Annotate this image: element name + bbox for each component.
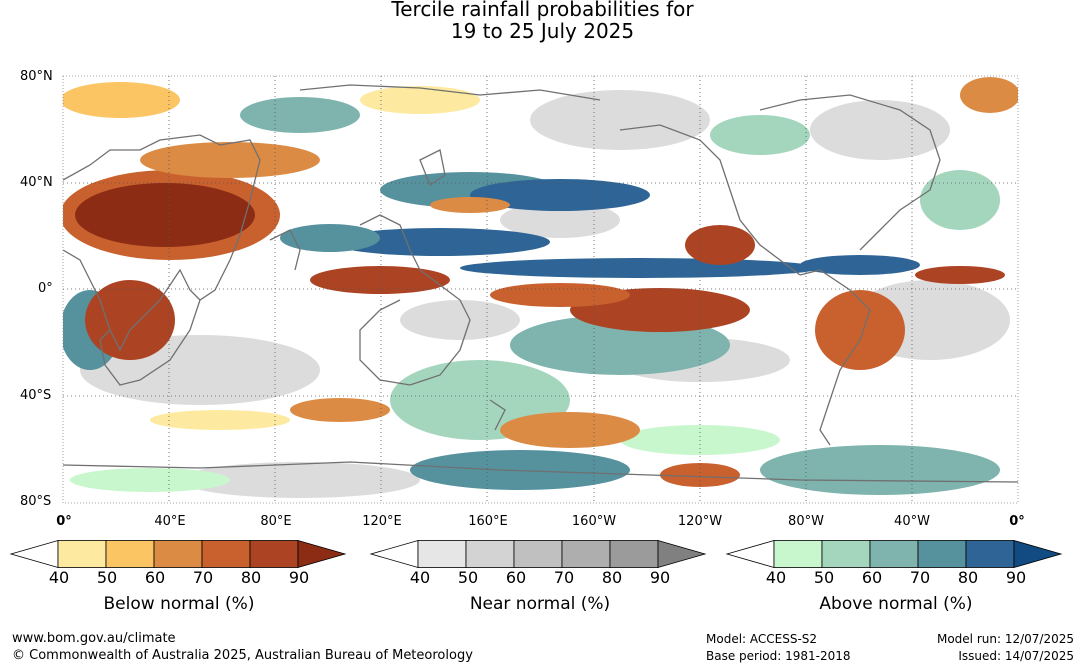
- lat-label-80n: 80°N: [20, 69, 53, 84]
- colorbar-title-below: Below normal (%): [103, 594, 255, 614]
- colorbar-arrow-low: [369, 539, 419, 569]
- map-frame: [62, 75, 1019, 504]
- coastlines: [63, 84, 1018, 483]
- below-tick-50: 50: [96, 568, 118, 587]
- lon-label-120w: 120°W: [677, 514, 723, 529]
- colorbar-swatch: [561, 540, 611, 568]
- model-run-text: Model run: 12/07/2025: [936, 632, 1074, 646]
- colorbar-swatch: [57, 540, 107, 568]
- colorbar-swatch: [153, 540, 203, 568]
- below-normal-areas: [63, 77, 1018, 487]
- lon-label-40w: 40°W: [894, 514, 930, 529]
- map-title-line2: 19 to 25 July 2025: [450, 19, 635, 43]
- lon-label-80w: 80°W: [788, 514, 824, 529]
- colorbar-swatch: [249, 540, 299, 568]
- colorbar-title-near: Near normal (%): [469, 594, 611, 614]
- below-tick-80: 80: [240, 568, 262, 587]
- lon-label-0: 0°: [56, 514, 72, 529]
- model-text: Model: ACCESS-S2: [706, 632, 818, 646]
- lat-label-40n: 40°N: [20, 175, 53, 190]
- lon-label-160e: 160°E: [468, 514, 508, 529]
- colorbar-arrow-high: [297, 539, 347, 569]
- above-tick-60: 60: [861, 568, 883, 587]
- base-period-text: Base period: 1981-2018: [706, 649, 851, 663]
- colorbar-swatch: [869, 540, 919, 568]
- colorbar-swatch: [773, 540, 823, 568]
- lat-label-40s: 40°S: [20, 388, 52, 403]
- colorbar-title-above: Above normal (%): [819, 594, 973, 614]
- above-tick-90: 90: [1005, 568, 1027, 587]
- below-tick-40: 40: [48, 568, 70, 587]
- colorbar-arrow-low: [725, 539, 775, 569]
- near-tick-40: 40: [409, 568, 431, 587]
- above-tick-40: 40: [765, 568, 787, 587]
- lon-label-160w: 160°W: [571, 514, 617, 529]
- colorbar-swatch: [465, 540, 515, 568]
- copyright-text: © Commonwealth of Australia 2025, Austra…: [12, 648, 473, 663]
- colorbar-swatch: [917, 540, 967, 568]
- below-tick-90: 90: [288, 568, 310, 587]
- near-tick-90: 90: [649, 568, 671, 587]
- colorbar-swatch: [105, 540, 155, 568]
- colorbar-near-normal: [369, 539, 707, 569]
- lat-label-80s: 80°S: [20, 494, 52, 509]
- colorbar-above-normal: [725, 539, 1063, 569]
- map-title-line1: Tercile rainfall probabilities for: [391, 0, 694, 21]
- near-tick-60: 60: [505, 568, 527, 587]
- below-tick-70: 70: [192, 568, 214, 587]
- above-tick-70: 70: [909, 568, 931, 587]
- near-tick-80: 80: [601, 568, 623, 587]
- below-tick-60: 60: [144, 568, 166, 587]
- above-tick-80: 80: [957, 568, 979, 587]
- issued-text: Issued: 14/07/2025: [958, 649, 1074, 663]
- colorbar-arrow-high: [657, 539, 707, 569]
- near-tick-70: 70: [553, 568, 575, 587]
- lon-label-0-east: 0°: [1009, 514, 1025, 529]
- lon-label-80e: 80°E: [260, 514, 292, 529]
- colorbar-below-normal: [9, 539, 347, 569]
- near-tick-50: 50: [457, 568, 479, 587]
- above-tick-50: 50: [813, 568, 835, 587]
- colorbar-arrow-low: [9, 539, 59, 569]
- colorbar-swatch: [965, 540, 1015, 568]
- lon-label-120e: 120°E: [362, 514, 402, 529]
- colorbar-swatch: [417, 540, 467, 568]
- website-text: www.bom.gov.au/climate: [12, 631, 176, 646]
- colorbar-swatch: [201, 540, 251, 568]
- colorbar-arrow-high: [1013, 539, 1063, 569]
- colorbar-swatch: [513, 540, 563, 568]
- lat-label-equator: 0°: [38, 281, 53, 296]
- colorbar-swatch: [821, 540, 871, 568]
- lon-label-40e: 40°E: [154, 514, 186, 529]
- colorbar-swatch: [609, 540, 659, 568]
